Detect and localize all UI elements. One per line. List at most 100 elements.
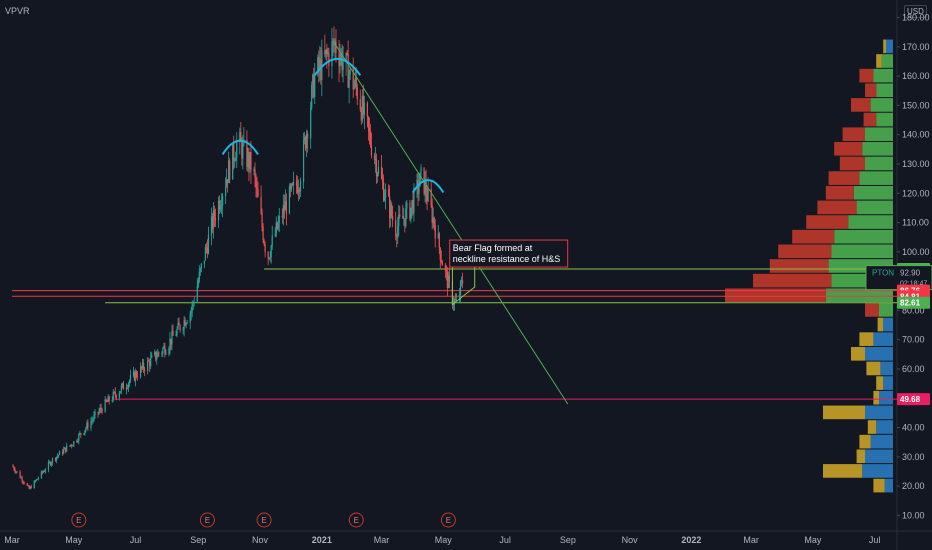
candle-body [342, 61, 344, 70]
candle-body [445, 270, 447, 272]
candle-body [416, 180, 418, 188]
x-tick-label: May [65, 535, 83, 545]
candle-body [348, 74, 350, 88]
candle-body [267, 252, 269, 258]
profile-bar-up [865, 405, 893, 420]
candle-body [127, 383, 130, 388]
candle-body [19, 471, 21, 478]
candle-body [15, 471, 17, 473]
profile-bar-down [823, 405, 865, 420]
candle-body [434, 225, 436, 239]
candle-body [158, 352, 160, 354]
candle-body [431, 205, 433, 223]
candle-body [354, 77, 356, 85]
y-tick-label: 170.00 [902, 42, 930, 52]
candle-body [212, 210, 215, 229]
candle-body [302, 140, 305, 182]
profile-bar-down [856, 449, 865, 464]
profile-bar-down [823, 464, 863, 478]
candle-body [90, 421, 92, 429]
neckline-trendline [334, 43, 569, 405]
profile-bar-down [825, 185, 854, 200]
annotation-box [449, 239, 569, 268]
candle-body [56, 455, 59, 457]
candle-body [22, 481, 24, 483]
candle-body [70, 444, 72, 446]
earnings-label: E [354, 516, 359, 525]
profile-bar-down [778, 244, 832, 259]
candle-body [341, 52, 343, 70]
candle-body [353, 84, 355, 90]
profile-bar-down [842, 127, 865, 142]
candle-body [403, 218, 405, 220]
candle-body [262, 226, 264, 241]
candle-body [43, 471, 45, 473]
profile-bar-up [853, 185, 893, 200]
candle-body [399, 214, 401, 217]
candle-body [447, 275, 449, 289]
y-tick-label: 20.00 [902, 481, 925, 491]
profile-bar-down [877, 317, 884, 332]
candle-body [80, 433, 82, 435]
candle-body [16, 471, 18, 473]
candle-body [35, 479, 37, 481]
candle-body [346, 52, 348, 54]
candle-body [161, 352, 163, 354]
candle-body [118, 393, 120, 398]
candle-body [119, 391, 121, 394]
y-tick-label: 120.00 [902, 188, 930, 198]
candle-body [256, 187, 258, 189]
candle-body [406, 202, 408, 209]
candle-body [143, 362, 145, 370]
profile-bar-down [859, 434, 871, 449]
candle-body [232, 143, 234, 180]
profile-bar-down [834, 142, 863, 156]
candle-body [78, 434, 80, 441]
candle-body [210, 216, 213, 235]
candle-body [347, 53, 349, 88]
candle-body [419, 172, 421, 187]
candle-body [144, 369, 146, 372]
x-tick-label: Jul [130, 535, 142, 545]
candle-body [373, 155, 376, 160]
candle-body [200, 263, 202, 269]
profile-bar-up [876, 83, 893, 98]
candle-body [214, 217, 217, 221]
candle-body [269, 257, 271, 259]
candle-body [47, 462, 50, 470]
candle-body [226, 179, 228, 187]
candle-body [314, 73, 316, 97]
candle-body [184, 320, 186, 326]
candle-body [374, 159, 377, 160]
profile-bar-up [883, 376, 893, 390]
candle-body [183, 320, 185, 330]
candle-body [410, 207, 412, 220]
y-tick-label: 10.00 [902, 510, 925, 520]
candle-body [72, 445, 74, 447]
earnings-label: E [261, 516, 266, 525]
candle-body [176, 328, 178, 336]
candle-body [115, 395, 117, 398]
candle-body [111, 400, 113, 402]
candle-body [276, 222, 278, 229]
profile-bar-up [865, 449, 893, 464]
candle-body [48, 462, 51, 463]
candle-body [126, 387, 129, 389]
currency-button[interactable]: USD [904, 5, 927, 18]
candle-body [21, 477, 23, 482]
candle-body [29, 486, 31, 489]
profile-bar-up [886, 39, 893, 54]
profile-bar-down [851, 98, 871, 112]
candle-body [104, 399, 106, 413]
y-tick-label: 140.00 [902, 130, 930, 140]
candle-body [376, 173, 379, 177]
candle-body [306, 133, 308, 149]
candle-body [305, 137, 307, 149]
profile-bar-up [876, 420, 893, 434]
x-tick-label: Sep [560, 535, 576, 545]
x-tick-label: May [435, 535, 453, 545]
candle-body [334, 41, 336, 46]
candle-body [170, 338, 172, 345]
candle-body [249, 151, 251, 169]
